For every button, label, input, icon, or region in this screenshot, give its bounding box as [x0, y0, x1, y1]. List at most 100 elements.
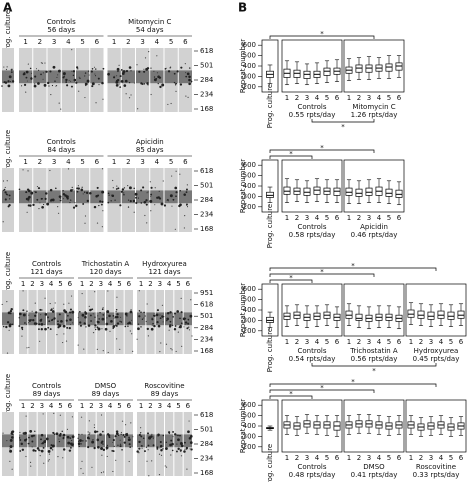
gel-speck [128, 81, 131, 84]
gel-speck [99, 200, 102, 203]
gel-speck [177, 434, 179, 437]
gel-speck [68, 449, 72, 452]
lane-number: 6 [183, 158, 188, 166]
gel-speck [116, 313, 119, 316]
lane-number: 4 [155, 38, 160, 46]
gel-speck [98, 84, 100, 86]
gel-band [155, 434, 164, 448]
gel-speck [40, 314, 42, 316]
prog-label: Prog. culture [266, 84, 274, 128]
lane-number: 4 [167, 280, 172, 288]
gel-speck [23, 433, 25, 435]
gel-speck [74, 202, 76, 204]
gel-speck [142, 186, 145, 189]
gel-speck [29, 67, 32, 70]
gel-speck [27, 189, 31, 193]
gel-speck [8, 198, 11, 200]
lane-number: 2 [126, 158, 130, 166]
lane-number: 1 [139, 402, 143, 410]
gel-speck [2, 180, 5, 182]
gel-speck [9, 438, 13, 442]
gel-speck [174, 433, 177, 436]
gel-speck [179, 203, 182, 207]
gel-speck [100, 414, 103, 416]
lane-number: 3 [40, 280, 44, 288]
gel-speck [40, 318, 43, 321]
gel-speck [88, 433, 90, 435]
gel-speck [138, 447, 141, 450]
gel-speck [85, 85, 87, 87]
gel-speck [50, 200, 52, 203]
gel-speck [100, 203, 103, 206]
gel-speck [3, 66, 5, 68]
gel-speck [147, 432, 150, 435]
gel-speck [172, 198, 175, 201]
gel-speck [42, 413, 44, 415]
gel-speck [128, 321, 131, 325]
y-tick-label: 200 [243, 83, 256, 91]
gel-speck [19, 450, 22, 452]
gel-speck [130, 309, 132, 311]
gel-speck [151, 460, 153, 462]
gel-speck [191, 335, 193, 337]
gel-speck [150, 67, 152, 69]
gel-speck [185, 323, 187, 326]
group-name: Trichostatin A [81, 260, 130, 268]
gel-speck [123, 435, 126, 438]
gel-speck [145, 67, 149, 71]
gel-speck [167, 70, 171, 73]
gel-speck [153, 312, 155, 314]
panel-frame [405, 283, 467, 337]
gel-speck [49, 302, 51, 305]
gel-speck [27, 170, 29, 172]
gel-speck [111, 450, 114, 452]
gel-speck [112, 327, 115, 329]
lane-number: 2 [38, 158, 42, 166]
gel-speck [109, 330, 111, 332]
panel-label: B [238, 1, 247, 15]
gel-speck [93, 426, 96, 429]
gel-speck [40, 438, 42, 441]
panel-frame [261, 39, 279, 93]
gel-speck [135, 196, 138, 199]
x-tick-label: 5 [325, 94, 329, 102]
box [303, 70, 311, 79]
x-tick-label: 5 [449, 454, 453, 462]
gel-speck [153, 70, 155, 72]
size-marker: 168 [200, 469, 213, 477]
gel-speck [36, 68, 38, 70]
gel-speck [149, 181, 151, 183]
gel-speck [129, 200, 132, 203]
gel-speck [9, 460, 11, 462]
gel-speck [47, 450, 51, 453]
gel-speck [180, 297, 182, 300]
gel-speck [183, 227, 185, 229]
box [266, 191, 274, 198]
lane-number: 5 [58, 402, 62, 410]
gel-speck [112, 314, 115, 317]
gel-speck [21, 328, 24, 331]
gel-speck [40, 443, 42, 445]
gel-speck [78, 433, 80, 436]
gel-speck [41, 442, 44, 445]
gel-speck [158, 190, 160, 192]
gel-speck [113, 317, 115, 319]
significance: * [372, 367, 376, 375]
gel-speck [94, 75, 97, 77]
gel-speck [116, 185, 118, 187]
gel-speck [105, 446, 109, 450]
gel-speck [9, 445, 13, 449]
gel-speck [89, 192, 92, 195]
group-name: Controls [298, 223, 327, 231]
gel-speck [87, 324, 91, 327]
gel-speck [126, 315, 128, 317]
x-tick-label: 4 [315, 454, 320, 462]
gel-speck [166, 319, 168, 322]
x-tick-label: 5 [387, 214, 391, 222]
gel-speck [45, 70, 48, 73]
box [365, 187, 373, 196]
gel-speck [121, 188, 125, 191]
gel-speck [68, 302, 70, 304]
gel-speck [8, 75, 12, 79]
significance: * [289, 274, 293, 282]
